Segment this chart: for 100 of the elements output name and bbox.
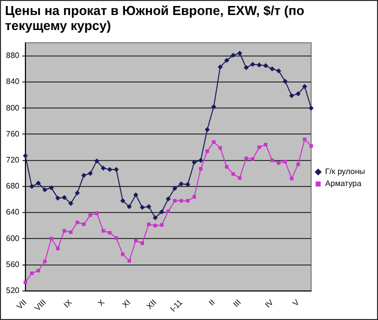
point xyxy=(62,229,66,233)
point xyxy=(159,209,164,214)
x-tick-label: II xyxy=(207,298,217,308)
point xyxy=(224,165,228,169)
x-tick-label: I-11 xyxy=(168,298,185,314)
point xyxy=(283,160,287,164)
point xyxy=(166,209,170,214)
point xyxy=(88,170,93,176)
point xyxy=(302,138,306,142)
x-tick-label: XII xyxy=(144,298,158,312)
y-tick-label: 560 xyxy=(6,260,20,269)
y-tick-label: 720 xyxy=(6,156,20,165)
point xyxy=(198,158,204,163)
point xyxy=(22,153,28,158)
point xyxy=(43,260,47,264)
point xyxy=(192,195,196,199)
point xyxy=(81,172,86,178)
point xyxy=(198,167,203,171)
y-tick-label: 760 xyxy=(6,129,20,138)
x-tick-label: V xyxy=(291,297,302,308)
point xyxy=(121,252,125,256)
point xyxy=(128,259,132,263)
point xyxy=(212,140,216,144)
point xyxy=(244,156,248,160)
point xyxy=(134,238,138,242)
x-tick-label: IV xyxy=(263,297,276,310)
point xyxy=(50,236,54,240)
point xyxy=(94,158,100,164)
point xyxy=(263,63,268,68)
point xyxy=(289,93,294,98)
point xyxy=(270,66,275,72)
point xyxy=(30,271,34,276)
point xyxy=(140,204,145,210)
point xyxy=(36,180,41,186)
point xyxy=(290,176,294,180)
point xyxy=(153,224,158,228)
point xyxy=(107,166,112,172)
point xyxy=(147,222,151,226)
point xyxy=(120,198,126,204)
point xyxy=(186,199,190,203)
point xyxy=(309,144,313,148)
point xyxy=(152,215,158,220)
point xyxy=(69,230,73,234)
point xyxy=(62,195,67,200)
x-tick-label: X xyxy=(96,297,107,308)
point xyxy=(282,78,288,84)
y-tick-label: 880 xyxy=(6,51,20,60)
point xyxy=(42,187,48,192)
point xyxy=(211,104,216,110)
point xyxy=(95,211,99,215)
point xyxy=(36,268,40,272)
point xyxy=(76,220,80,224)
point xyxy=(55,196,60,201)
point xyxy=(102,229,106,233)
y-tick-label: 680 xyxy=(6,182,20,191)
point xyxy=(179,199,184,203)
y-tick-label: 520 xyxy=(6,286,20,296)
point xyxy=(24,280,28,284)
point xyxy=(270,158,274,162)
point xyxy=(204,127,210,132)
point xyxy=(88,213,92,217)
x-tick-label: III xyxy=(232,298,243,309)
point xyxy=(140,241,144,245)
point xyxy=(126,204,132,210)
y-tick-label: 640 xyxy=(6,208,20,217)
point xyxy=(48,185,54,190)
point xyxy=(114,166,119,172)
y-tick-label: 840 xyxy=(6,77,20,86)
point xyxy=(244,65,249,70)
point xyxy=(205,149,209,153)
point xyxy=(276,68,282,74)
point xyxy=(56,246,60,250)
point xyxy=(238,176,242,180)
legend-label: Арматура xyxy=(325,179,362,188)
point xyxy=(185,182,190,187)
point xyxy=(29,184,34,189)
y-tick-label: 600 xyxy=(6,234,20,243)
point xyxy=(264,142,268,146)
y-tick-label: 800 xyxy=(6,103,20,112)
legend-label: Г/к рулоны xyxy=(325,167,366,176)
point xyxy=(178,181,184,186)
point xyxy=(166,196,171,202)
point xyxy=(218,146,222,150)
x-tick-label: XI xyxy=(120,298,132,310)
point xyxy=(133,192,138,198)
point xyxy=(192,160,197,165)
point xyxy=(237,50,242,56)
point xyxy=(256,62,262,68)
point xyxy=(114,236,118,240)
point xyxy=(250,157,254,161)
point xyxy=(218,64,223,70)
point xyxy=(100,166,106,171)
point xyxy=(74,190,80,196)
point xyxy=(172,186,178,191)
point xyxy=(308,106,314,111)
point xyxy=(296,162,300,166)
x-tick-label: VIII xyxy=(32,298,48,313)
point xyxy=(224,58,230,63)
point xyxy=(82,222,86,226)
point xyxy=(231,172,235,176)
